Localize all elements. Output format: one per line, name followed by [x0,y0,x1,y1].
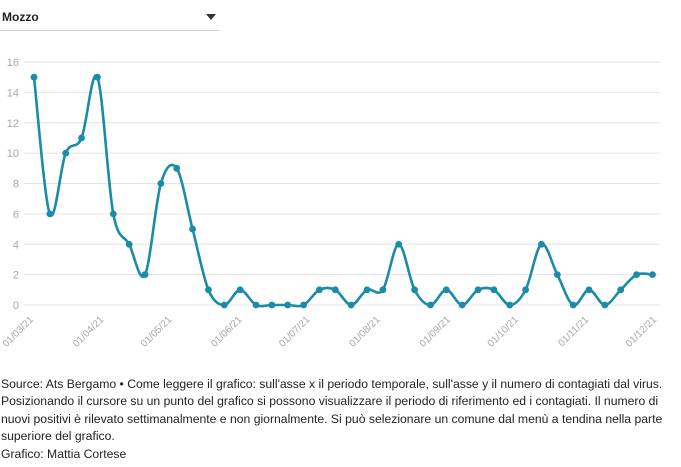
data-point[interactable] [62,149,70,157]
data-point[interactable] [46,210,54,218]
series-points [30,73,656,309]
data-point[interactable] [553,271,561,279]
data-point[interactable] [189,225,196,233]
y-tick-label: 8 [13,179,19,191]
source-note: Source: Ats Bergamo • Come leggere il gr… [1,377,663,444]
data-point[interactable] [157,180,165,187]
x-tick-label: 01/05/21 [139,314,175,350]
data-point[interactable] [585,286,593,294]
data-point[interactable] [474,286,482,294]
data-point[interactable] [284,301,292,309]
y-tick-label: 6 [13,209,19,221]
y-axis-ticks: 0 2 4 6 8 10 12 14 16 [7,57,19,312]
y-tick-label: 16 [7,57,19,69]
data-point[interactable] [141,271,149,279]
chart-grid [24,61,660,306]
y-tick-label: 4 [13,239,19,251]
y-tick-label: 14 [7,87,19,99]
x-tick-label: 01/06/21 [209,314,245,350]
data-point[interactable] [300,301,307,309]
data-point[interactable] [490,286,498,294]
municipality-dropdown[interactable]: Mozzo [0,4,219,31]
y-tick-label: 10 [7,148,19,160]
x-tick-label: 01/10/21 [486,314,522,350]
data-point[interactable] [617,286,625,294]
data-point[interactable] [109,210,117,218]
data-point[interactable] [363,286,371,294]
x-tick-label: 01/08/21 [347,314,383,350]
data-point[interactable] [379,286,387,294]
data-point[interactable] [395,240,403,248]
x-tick-label: 01/12/21 [624,314,660,350]
data-point[interactable] [236,286,244,294]
x-tick-label: 01/04/21 [71,314,107,350]
y-tick-label: 0 [13,300,19,312]
data-point[interactable] [569,301,577,309]
chart-footer: Source: Ats Bergamo • Come leggere il gr… [1,376,677,463]
data-point[interactable] [633,271,641,279]
series-line [32,74,653,308]
data-point[interactable] [125,240,133,248]
data-point[interactable] [411,286,418,294]
x-tick-label: 01/07/21 [277,314,313,350]
chart-credit: Grafico: Mattia Cortese [1,446,127,461]
data-point[interactable] [506,301,514,309]
data-point[interactable] [78,134,85,142]
data-point[interactable] [442,286,450,294]
data-point[interactable] [252,301,260,309]
chevron-down-icon [206,14,216,20]
data-point[interactable] [331,286,339,294]
data-point[interactable] [220,301,228,309]
data-point[interactable] [30,73,38,81]
data-point[interactable] [538,240,545,248]
data-point[interactable] [347,301,355,309]
data-point[interactable] [205,286,212,294]
data-point[interactable] [522,286,530,294]
data-point[interactable] [316,286,323,294]
data-point[interactable] [427,301,434,309]
data-point[interactable] [601,301,609,309]
data-point[interactable] [173,164,181,172]
data-point[interactable] [458,301,466,309]
x-tick-label: 01/09/21 [418,314,454,350]
data-point[interactable] [649,271,656,279]
y-tick-label: 2 [13,270,19,282]
x-axis-ticks: 01/03/21 01/04/21 01/05/21 01/06/21 01/07/21… [1,314,660,350]
data-point[interactable] [268,301,276,309]
dropdown-selected-value: Mozzo [2,10,39,24]
x-tick-label: 01/11/21 [556,314,591,349]
x-tick-label: 01/03/21 [1,314,37,350]
data-point[interactable] [94,73,101,81]
y-tick-label: 12 [7,118,19,130]
